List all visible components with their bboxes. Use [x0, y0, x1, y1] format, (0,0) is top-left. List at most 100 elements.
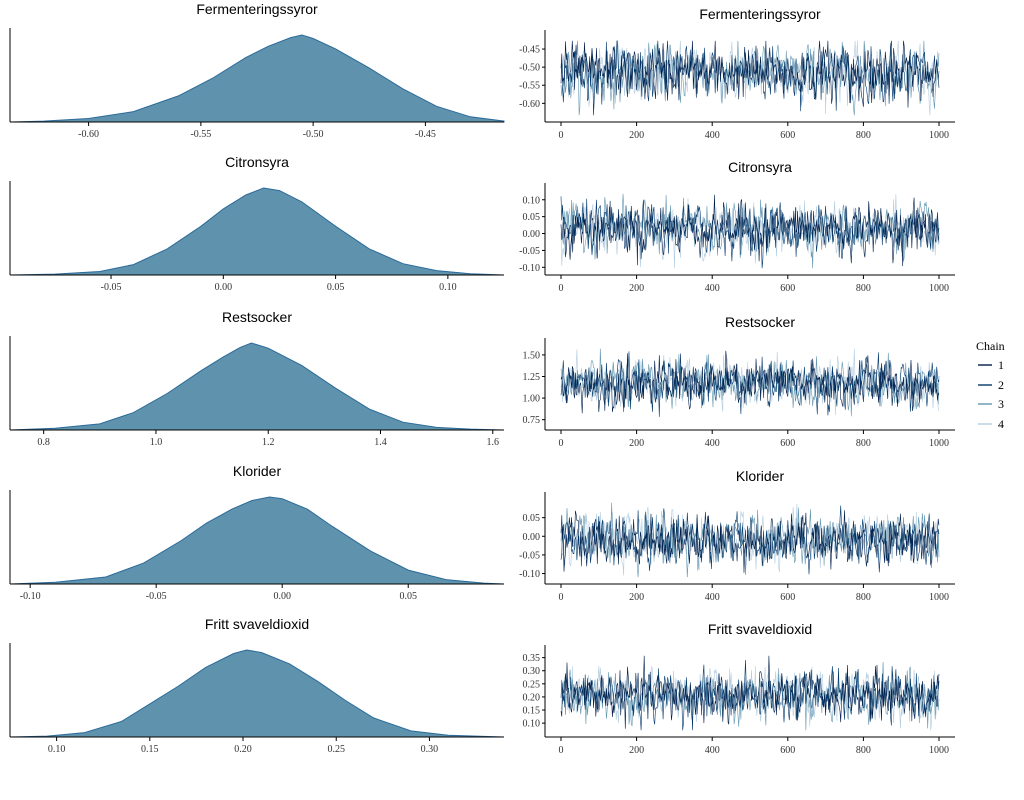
y-tick-label: 0.10	[523, 195, 541, 206]
trace-title: Citronsyra	[728, 159, 792, 175]
x-tick-label: 0.25	[327, 744, 345, 755]
x-tick-label: 1.6	[487, 437, 500, 448]
chain-2-trace	[560, 351, 940, 417]
panel-grid: Fermenteringssyror-0.60 -0.55 -0.50 -0.45Fe…	[9, 1, 955, 756]
x-tick-label: 1.2	[262, 437, 275, 448]
x-tick-label: 1000	[929, 130, 949, 141]
x-tick-label: 600	[780, 130, 795, 141]
density-title: Klorider	[233, 463, 282, 479]
y-tick-label: 0.20	[523, 692, 541, 703]
y-tick-label: 0.30	[523, 666, 541, 677]
x-tick-label: 0	[559, 283, 564, 294]
trace-panel: Fermenteringssyror -0.60 -0.55 -0.50 -0.45 0 2…	[519, 6, 955, 141]
x-tick-label: 400	[705, 130, 720, 141]
y-tick-label: 0.05	[523, 513, 541, 524]
trace-title: Fritt svaveldioxid	[708, 621, 812, 637]
chain-1-trace	[560, 40, 940, 108]
legend-label: 3	[998, 397, 1004, 411]
legend-item: 4	[978, 417, 1004, 431]
density-title: Restsocker	[222, 309, 292, 325]
x-tick-label: 1000	[929, 438, 949, 449]
x-tick-label: 200	[629, 130, 644, 141]
x-tick-label: 0	[559, 438, 564, 449]
legend-label: 4	[998, 417, 1004, 431]
x-tick-label: 0.05	[327, 282, 345, 293]
y-tick-label: -0.10	[519, 263, 540, 274]
x-tick-label: 200	[629, 745, 644, 756]
x-tick-label: 0.8	[37, 437, 50, 448]
trace-panel: Restsocker 0.75 1.00 1.25 1.50 0 200 400 600 800 1…	[523, 314, 955, 449]
density-title: Fermenteringssyror	[196, 1, 318, 17]
y-tick-label: -0.05	[519, 246, 540, 257]
x-tick-label: 600	[780, 592, 795, 603]
x-tick-label: -0.05	[101, 282, 122, 293]
density-panel: Klorider -0.10 -0.05 0.00 0.05	[9, 463, 505, 602]
x-tick-label: 800	[856, 283, 871, 294]
x-tick-label: -0.60	[78, 129, 99, 140]
x-tick-label: 0	[559, 130, 564, 141]
density-title: Fritt svaveldioxid	[205, 616, 309, 632]
trace-panel: Fritt svaveldioxid 0.10 0.15 0.20 0.25 0.30 0.…	[523, 621, 955, 756]
x-tick-label: 0	[559, 745, 564, 756]
trace-panel: Citronsyra -0.10 -0.05 0.00 0.05 0.10 0 200 400 6…	[519, 159, 955, 294]
y-tick-label: -0.45	[519, 45, 540, 56]
x-tick-label: 1.0	[150, 437, 163, 448]
x-tick-label: 400	[705, 283, 720, 294]
legend-item: 1	[978, 358, 1004, 372]
x-tick-label: 0.05	[399, 591, 417, 602]
chain-3-trace	[560, 348, 940, 417]
chain-2-trace	[560, 196, 940, 269]
density-area	[9, 187, 505, 276]
y-tick-label: -0.10	[519, 569, 540, 580]
density-title: Citronsyra	[225, 154, 289, 170]
legend-label: 2	[998, 378, 1004, 392]
density-area	[9, 496, 505, 585]
chain-1-trace	[560, 510, 940, 573]
density-panel: Fermenteringssyror -0.60 -0.55 -0.50 -0.45	[9, 1, 505, 140]
x-tick-label: 400	[705, 438, 720, 449]
density-area	[9, 342, 505, 431]
trace-title: Restsocker	[725, 314, 795, 330]
x-tick-label: 0.00	[273, 591, 291, 602]
y-tick-label: 0.35	[523, 653, 541, 664]
x-tick-label: -0.45	[415, 129, 436, 140]
y-tick-label: 1.50	[523, 350, 541, 361]
chain-legend: Chain 1 2 3 4	[976, 339, 1005, 431]
x-tick-label: 0.10	[439, 282, 457, 293]
y-tick-label: 0.25	[523, 679, 541, 690]
y-tick-label: 0.00	[523, 532, 541, 543]
density-area	[9, 34, 505, 123]
x-tick-label: 400	[705, 745, 720, 756]
chain-1-trace	[560, 194, 940, 267]
legend-item: 2	[978, 378, 1004, 392]
y-tick-label: 1.25	[523, 372, 541, 383]
x-tick-label: 200	[629, 438, 644, 449]
x-tick-label: 800	[856, 130, 871, 141]
x-tick-label: 600	[780, 745, 795, 756]
y-tick-label: 0.00	[523, 229, 541, 240]
x-tick-label: 0.00	[215, 282, 233, 293]
y-tick-label: 0.10	[523, 719, 541, 730]
x-tick-label: 200	[629, 592, 644, 603]
x-tick-label: 0.10	[48, 744, 66, 755]
y-tick-label: -0.05	[519, 550, 540, 561]
density-area	[9, 649, 505, 738]
density-panel: Restsocker 0.8 1.0 1.2 1.4 1.6	[9, 309, 505, 448]
x-tick-label: 1000	[929, 745, 949, 756]
trace-panel: Klorider -0.10 -0.05 0.00 0.05 0 200 400 600 800 1…	[519, 468, 955, 603]
y-tick-label: 0.05	[523, 212, 541, 223]
x-tick-label: -0.50	[303, 129, 324, 140]
legend-item: 3	[978, 397, 1004, 411]
x-tick-label: 600	[780, 438, 795, 449]
x-tick-label: -0.10	[20, 591, 41, 602]
y-tick-label: 0.75	[523, 415, 541, 426]
x-tick-label: -0.55	[190, 129, 211, 140]
y-tick-label: -0.55	[519, 81, 540, 92]
y-tick-label: 0.15	[523, 706, 541, 717]
chain-3-trace	[560, 193, 940, 269]
x-tick-label: 1000	[929, 592, 949, 603]
y-tick-label: 1.00	[523, 394, 541, 405]
x-tick-label: 400	[705, 592, 720, 603]
